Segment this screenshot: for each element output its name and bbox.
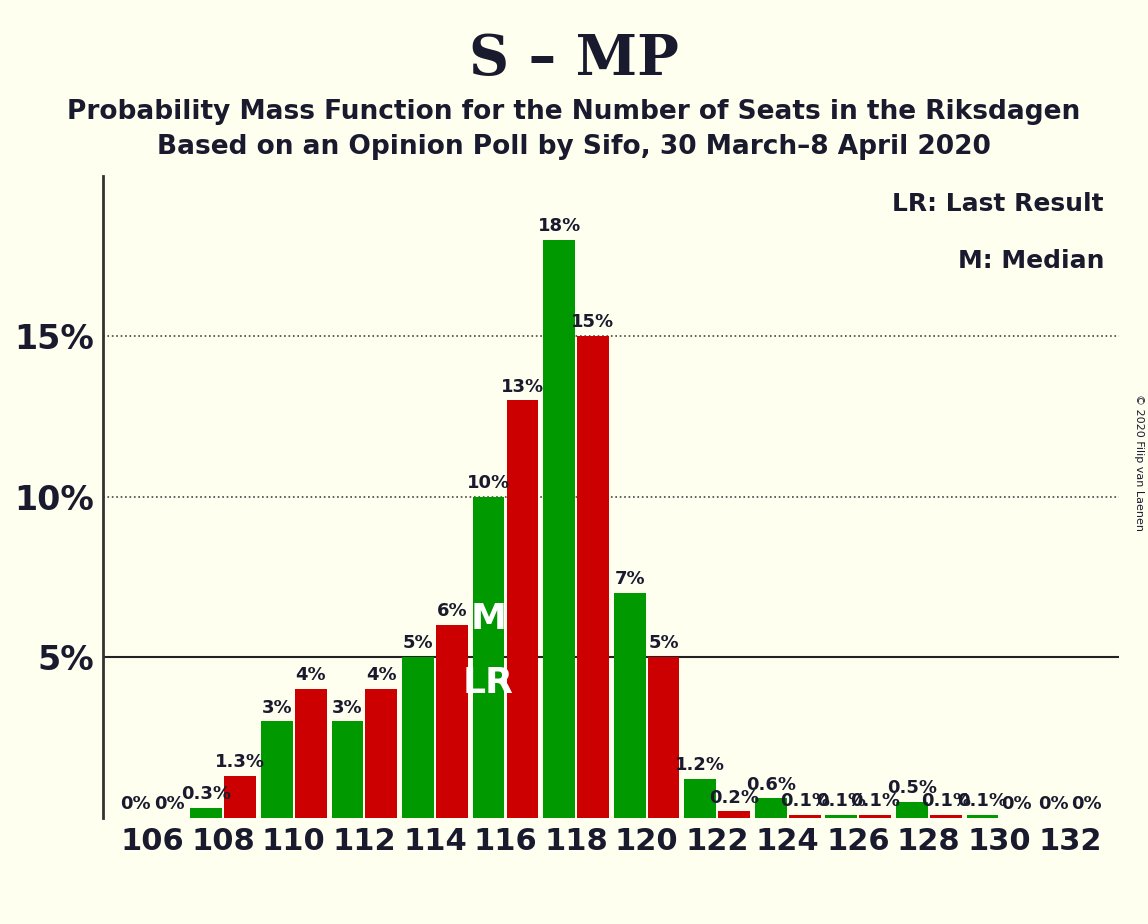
Bar [543,240,575,818]
Bar [755,798,786,818]
Text: 0.3%: 0.3% [181,785,232,803]
Text: 5%: 5% [649,635,678,652]
Bar [860,815,891,818]
Bar [647,657,680,818]
Text: LR: LR [463,666,514,699]
Text: 3%: 3% [262,699,293,717]
Text: M: Median: M: Median [957,249,1104,274]
Text: 0.1%: 0.1% [957,792,1008,809]
Bar [365,689,397,818]
Bar [684,779,716,818]
Text: 18%: 18% [537,217,581,235]
Bar [789,815,821,818]
Bar [473,497,504,818]
Bar [577,336,608,818]
Text: 0%: 0% [121,795,152,813]
Text: 0%: 0% [1071,795,1102,813]
Text: 0.1%: 0.1% [816,792,867,809]
Bar [967,815,999,818]
Text: 0%: 0% [1001,795,1032,813]
Text: Probability Mass Function for the Number of Seats in the Riksdagen: Probability Mass Function for the Number… [68,99,1080,125]
Bar [895,802,928,818]
Text: 5%: 5% [403,635,433,652]
Text: 4%: 4% [295,666,326,685]
Text: 0.1%: 0.1% [851,792,900,809]
Text: 13%: 13% [501,378,544,395]
Text: M: M [471,602,506,636]
Text: 4%: 4% [366,666,396,685]
Text: 0.6%: 0.6% [746,775,796,794]
Bar [506,400,538,818]
Text: LR: Last Result: LR: Last Result [892,191,1104,215]
Text: S – MP: S – MP [470,32,678,88]
Text: 0%: 0% [154,795,185,813]
Bar [719,811,750,818]
Bar [436,625,467,818]
Text: 7%: 7% [614,570,645,589]
Text: 0.1%: 0.1% [779,792,830,809]
Text: 1.3%: 1.3% [215,753,265,772]
Bar [930,815,962,818]
Bar [191,808,223,818]
Text: 1.2%: 1.2% [675,757,726,774]
Bar [402,657,434,818]
Bar [224,776,256,818]
Text: 0.2%: 0.2% [709,788,759,807]
Text: Based on an Opinion Poll by Sifo, 30 March–8 April 2020: Based on an Opinion Poll by Sifo, 30 Mar… [157,134,991,160]
Text: 15%: 15% [572,313,614,332]
Text: 6%: 6% [436,602,467,620]
Bar [614,593,645,818]
Text: 10%: 10% [467,474,510,492]
Text: 0%: 0% [1038,795,1069,813]
Bar [261,722,293,818]
Text: © 2020 Filip van Laenen: © 2020 Filip van Laenen [1134,394,1143,530]
Bar [825,815,858,818]
Text: 0.1%: 0.1% [921,792,971,809]
Bar [332,722,363,818]
Text: 0.5%: 0.5% [887,779,937,796]
Bar [295,689,327,818]
Text: 3%: 3% [332,699,363,717]
